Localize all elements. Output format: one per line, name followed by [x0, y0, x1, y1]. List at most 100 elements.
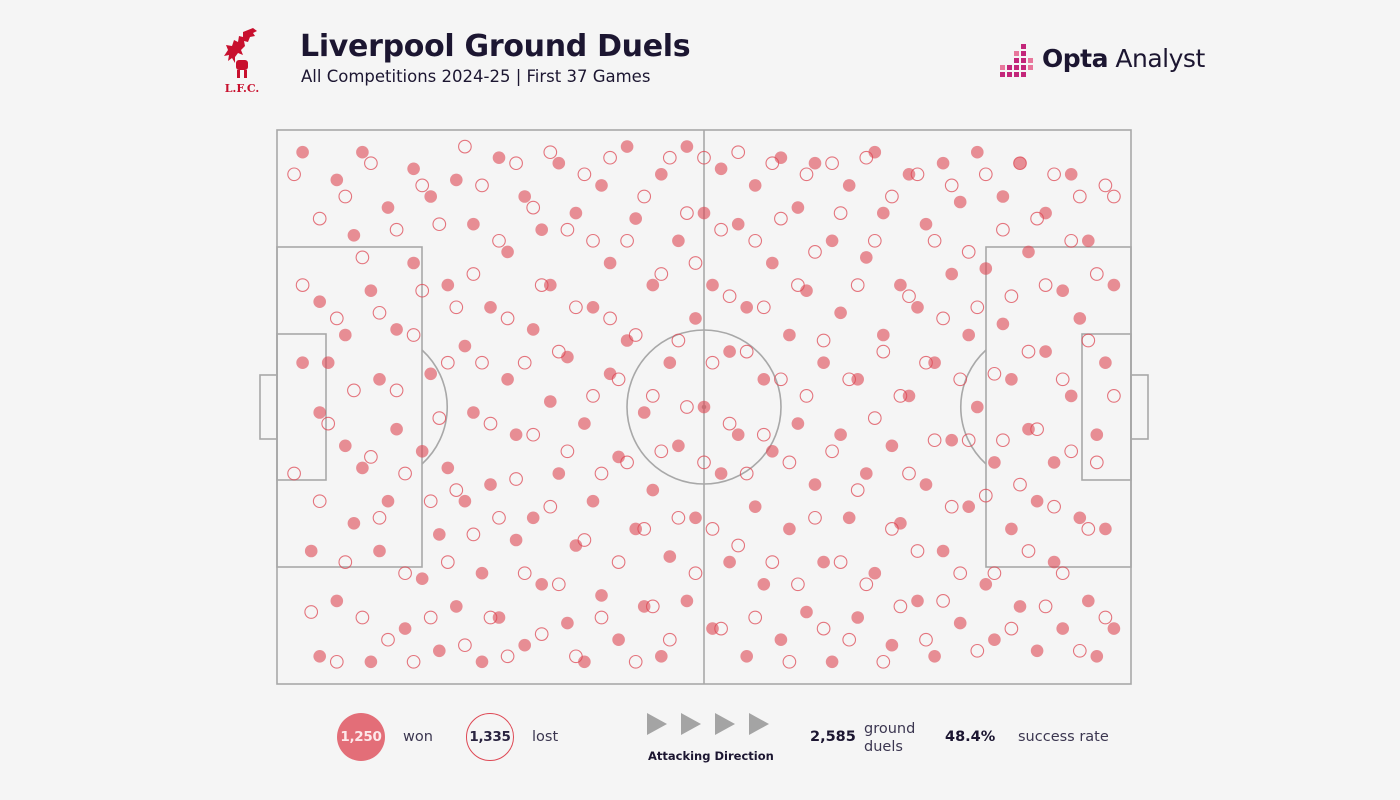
lost-duel-point [398, 566, 412, 581]
won-duel-point [731, 428, 745, 442]
won-duel-point [1107, 278, 1121, 292]
success-rate-label: success rate [1018, 729, 1109, 745]
won-duel-point [1005, 373, 1018, 386]
pitch-chart [259, 129, 1149, 685]
won-duel-point [398, 622, 412, 635]
lost-duel-point [415, 283, 430, 298]
lost-duel-point [543, 499, 558, 514]
lost-duel-point [355, 250, 370, 265]
won-duel-point [381, 201, 395, 214]
lost-duel-point [748, 233, 763, 248]
won-duel-point [347, 517, 361, 530]
won-duel-point [680, 140, 694, 153]
won-duel-point [919, 217, 933, 231]
won-duel-point [578, 655, 591, 669]
won-duel-point [475, 655, 489, 669]
lost-duel-point [329, 311, 344, 326]
won-duel-point [740, 650, 753, 663]
lost-duel-point [867, 411, 882, 425]
lost-duel-point [978, 488, 993, 503]
lost-duel-point [799, 167, 814, 182]
lost-duel-point [1038, 599, 1053, 614]
won-duel-point [979, 578, 993, 591]
lost-duel-point [688, 566, 703, 581]
lost-duel-point [688, 256, 703, 270]
lost-duel-point [304, 605, 319, 619]
lost-duel-point [1030, 422, 1044, 437]
lost-duel-point [680, 206, 694, 220]
won-duel-point [1073, 511, 1087, 525]
won-duel-point [996, 190, 1010, 203]
lost-duel-point [466, 527, 481, 542]
lost-duel-point [398, 466, 412, 481]
lost-duel-point [372, 305, 387, 320]
won-duel-point [953, 616, 967, 630]
won-duel-point [791, 417, 805, 430]
lost-duel-point [825, 156, 839, 171]
lost-duel-point [551, 577, 566, 592]
won-duel-point [655, 650, 668, 663]
won-duel-point [629, 212, 642, 225]
lost-duel-point [440, 355, 455, 370]
lost-duel-point [1047, 499, 1061, 514]
won-duel-point [894, 517, 907, 530]
lost-duel-point [312, 494, 327, 509]
lost-duel-point [637, 189, 652, 204]
left-goal [259, 374, 278, 440]
lost-duel-point [867, 233, 882, 248]
won-duel-point [979, 262, 993, 275]
lost-duel-point [782, 654, 797, 669]
won-duel-point [347, 229, 361, 242]
lost-duel-point [961, 245, 976, 259]
won-duel-point [766, 445, 779, 458]
won-duel-point [603, 367, 617, 381]
lost-duel-point [816, 621, 831, 636]
won-duel-point [808, 156, 822, 170]
won-duel-point [484, 301, 497, 314]
won-duel-point [561, 350, 574, 364]
lost-duel-point [791, 577, 805, 592]
right-six-yard-box [1081, 333, 1132, 481]
lost-duel-point [526, 200, 541, 215]
won-duel-point [748, 179, 762, 192]
lost-count-badge: 1,335 [466, 713, 514, 761]
won-duel-point [1090, 428, 1104, 442]
lost-duel-point [1021, 544, 1036, 558]
won-duel-point [834, 306, 847, 320]
won-duel-point [723, 345, 736, 358]
won-duel-point [304, 544, 318, 558]
lost-duel-point [364, 156, 378, 171]
lost-duel-point [440, 555, 455, 569]
won-duel-point [817, 356, 830, 370]
lost-duel-point [458, 638, 472, 653]
attacking-direction-arrows-icon [647, 713, 769, 735]
lost-duel-point [902, 289, 916, 304]
lost-duel-point [449, 300, 464, 315]
won-duel-point [321, 356, 335, 370]
lost-duel-point [1089, 267, 1104, 281]
lost-duel-point [1081, 522, 1096, 536]
centre-circle [626, 329, 782, 485]
won-duel-point [800, 284, 813, 298]
lost-duel-point [842, 372, 857, 387]
won-duel-point [586, 494, 600, 508]
lost-duel-point [833, 555, 848, 569]
won-duel-point [441, 278, 455, 292]
lost-duel-point [466, 267, 481, 281]
lost-duel-point [492, 510, 506, 525]
lost-duel-point [953, 372, 968, 387]
won-duel-point [877, 206, 890, 220]
lost-duel-point [620, 233, 634, 248]
won-duel-point [339, 328, 352, 342]
lost-duel-point [475, 355, 489, 370]
won-duel-point [860, 467, 873, 480]
lost-duel-point [517, 355, 532, 370]
lost-duel-point [628, 654, 643, 669]
won-duel-point [1056, 284, 1069, 298]
duel-points [287, 139, 1121, 669]
won-duel-point [569, 539, 583, 552]
lost-duel-point [1098, 178, 1113, 193]
won-duel-point [475, 566, 489, 580]
won-duel-point [1022, 245, 1035, 259]
won-duel-point [313, 650, 327, 663]
